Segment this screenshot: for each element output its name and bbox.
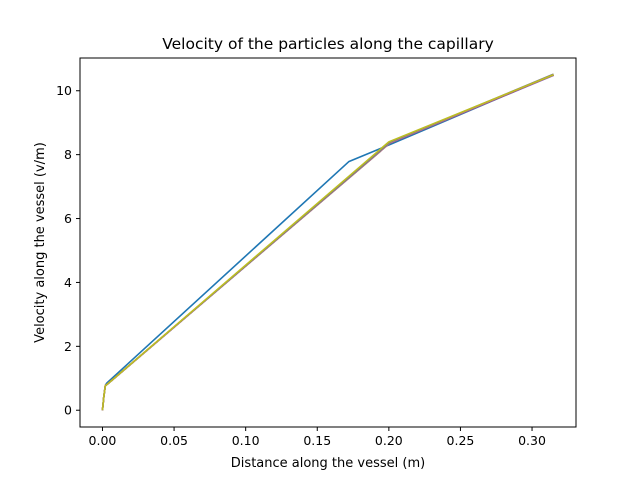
y-tick-label: 6 xyxy=(64,211,72,226)
x-tick-label: 0.25 xyxy=(447,433,475,448)
y-tick-label: 2 xyxy=(64,339,72,354)
chart-title: Velocity of the particles along the capi… xyxy=(162,35,494,53)
x-tick-label: 0.05 xyxy=(160,433,188,448)
x-tick-label: 0.00 xyxy=(89,433,117,448)
x-tick-label: 0.10 xyxy=(232,433,260,448)
y-tick-label: 0 xyxy=(64,403,72,418)
x-axis-label: Distance along the vessel (m) xyxy=(231,456,425,471)
plot-area xyxy=(101,73,554,411)
x-axis: 0.00 0.05 0.10 0.15 0.20 0.25 0.30 xyxy=(89,427,546,448)
y-tick-label: 10 xyxy=(56,83,72,98)
y-axis-label: Velocity along the vessel (v/m) xyxy=(33,142,48,343)
x-tick-label: 0.15 xyxy=(303,433,331,448)
series-line-9 xyxy=(101,74,554,411)
axes-frame xyxy=(79,57,577,428)
y-tick-label: 4 xyxy=(64,275,72,290)
x-tick-label: 0.30 xyxy=(518,433,546,448)
y-axis: 0 2 4 6 8 10 xyxy=(56,83,80,418)
x-tick-label: 0.20 xyxy=(375,433,403,448)
y-tick-label: 8 xyxy=(64,147,72,162)
